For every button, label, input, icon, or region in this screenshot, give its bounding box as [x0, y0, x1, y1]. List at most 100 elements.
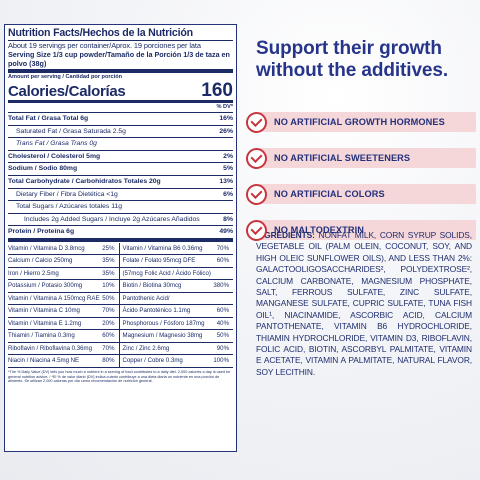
vitamin-name: Vitamin / Vitamina B6 0.36mg: [122, 244, 203, 252]
vitamin-row: Vitamin / Vitamina D 3.8mcg 25% Vitamin / …: [8, 242, 234, 256]
vitamin-cell: (57mcg Folic Acid / Ácido Fólico): [123, 268, 234, 280]
vitamin-cell: Magnesium / Magnesio 38mg 50%: [123, 330, 234, 342]
vitamin-cell: Ácido Pantoténico 1.1mg 60%: [123, 305, 234, 317]
nutrient-row: Trans Fat / Grasa Trans 0g: [8, 138, 233, 151]
vitamin-cell: Pantothenic Acid/: [123, 293, 234, 305]
check-circle-icon: [246, 111, 267, 133]
claim-no-artificial-sweeteners: NO ARTIFICIAL SWEETENERS: [246, 147, 476, 169]
check-circle-icon: [246, 147, 267, 169]
vitamin-name: Niacin / Niacina 4.5mg NE: [8, 357, 80, 365]
claim-pill: [258, 220, 476, 240]
servings-per-container: About 19 servings per container/Aprox. 1…: [8, 41, 201, 50]
vitamin-dv: 35%: [102, 269, 115, 277]
vitamin-cell: Potassium / Potasio 300mg 10%: [8, 280, 120, 292]
nutrient-label: Total Sugars / Azúcares totales 11g: [16, 203, 123, 211]
nutrient-dv: 49%: [219, 228, 233, 236]
vitamin-cell: Biotin / Biotina 30mcg 380%: [123, 280, 234, 292]
claim-label: NO ARTIFICIAL GROWTH HORMONES: [274, 117, 445, 127]
nutrient-dv: 5%: [223, 165, 233, 173]
claim-label: NO ARTIFICIAL COLORS: [274, 189, 385, 199]
vitamin-cell: Folate / Folato 95mcg DFE 60%: [123, 255, 234, 267]
nutrition-facts-label: Nutrition Facts/Hechos de la Nutrición A…: [4, 24, 237, 452]
vitamin-dv: 35%: [102, 257, 115, 265]
nutrient-dv: 2%: [223, 152, 233, 160]
nutrient-label: Sodium / Sodio 80mg: [8, 165, 78, 173]
footnote: *The % Daily Value (DV) tells you how mu…: [8, 369, 231, 384]
vitamin-name: Copper / Cobre 0.3mg: [122, 357, 183, 365]
vitamin-name: Pantothenic Acid/: [122, 294, 170, 302]
vitamin-cell: Riboflavin / Riboflavina 0.36mg 70%: [8, 342, 120, 355]
vitamin-dv: 70%: [102, 344, 115, 352]
vitamin-dv: 60%: [216, 307, 229, 315]
nutrient-dv: 16%: [219, 115, 233, 122]
daily-value-header: % DV*: [8, 103, 233, 113]
vitamin-name: Iron / Hierro 2.5mg: [8, 269, 59, 277]
vitamin-dv: 80%: [102, 357, 115, 365]
vitamin-cell: Vitamin / Vitamina C 10mg 70%: [8, 305, 120, 317]
vitamin-cell: Zinc / Zinc 2.6mg 90%: [123, 343, 234, 355]
vitamin-name: Ácido Pantoténico 1.1mg: [122, 307, 191, 315]
calories-row: Calories/Calorías 160: [8, 81, 233, 103]
vitamin-dv: 50%: [216, 332, 229, 340]
vitamin-dv: 10%: [102, 282, 115, 290]
vitamin-cell: Thiamin / Tiamina 0.3mg 60%: [8, 330, 120, 342]
vitamin-table: Vitamin / Vitamina D 3.8mcg 25% Vitamin / …: [8, 242, 234, 368]
nutrient-row: Dietary Fiber / Fibra Dietética <1g 6%: [8, 189, 233, 202]
claim-label: NO MALTODEXTRIN: [274, 225, 364, 235]
nutrient-row: Saturated Fat / Grasa Saturada 2.5g 26%: [8, 126, 233, 139]
vitamin-dv: 40%: [216, 319, 229, 327]
nutrient-row: Total Fat / Grasa Total 6g 16%: [8, 113, 233, 126]
claim-pill: [258, 112, 476, 132]
vitamin-dv: 60%: [102, 332, 115, 340]
vitamin-cell: Niacin / Niacina 4.5mg NE 80%: [8, 355, 120, 367]
vitamin-dv: 50%: [102, 294, 115, 302]
vitamin-name: Vitamin / Vitamina D 3.8mcg: [8, 244, 85, 252]
nutrient-label: Includes 2g Added Sugars / Incluye 2g Az…: [24, 215, 200, 223]
vitamin-cell: Vitamin / Vitamina B6 0.36mg 70%: [123, 243, 234, 255]
calories-value: 160: [201, 80, 233, 101]
nutrient-list: Total Fat / Grasa Total 6g 16% Saturated F…: [8, 113, 233, 242]
vitamin-name: Phosphorous / Fósforo 187mg: [122, 319, 205, 327]
vitamin-dv: 380%: [213, 282, 229, 290]
headline: Support their growth without the additiv…: [256, 38, 449, 81]
check-circle-icon: [246, 183, 267, 205]
claim-pill: [258, 148, 476, 168]
vitamin-name: Vitamin / Vitamina E 1.2mg: [8, 319, 82, 327]
vitamin-cell: Iron / Hierro 2.5mg 35%: [8, 267, 120, 280]
vitamin-dv: 100%: [213, 357, 229, 365]
vitamin-name: (57mcg Folic Acid / Ácido Fólico): [122, 269, 211, 277]
calories-label: Calories/Calorías: [8, 83, 126, 100]
nutrient-dv: 13%: [219, 177, 233, 185]
vitamin-name: Potassium / Potasio 300mg: [8, 282, 83, 290]
nutrient-label: Cholesterol / Colesterol 5mg: [8, 152, 101, 160]
vitamin-cell: Vitamin / Vitamina D 3.8mcg 25%: [8, 242, 120, 255]
amount-per-serving: Amount per serving / Cantidad por porció…: [8, 74, 123, 80]
nutrient-row: Protein / Proteína 6g 49%: [8, 226, 233, 242]
vitamin-dv: 70%: [216, 244, 229, 252]
vitamin-row: Niacin / Niacina 4.5mg NE 80% Copper / Cob…: [8, 355, 233, 368]
vitamin-name: Folate / Folato 95mcg DFE: [122, 257, 196, 265]
nutrient-row: Total Carbohydrate / Carbohidratos Total…: [8, 176, 233, 189]
vitamin-row: Iron / Hierro 2.5mg 35% (57mcg Folic Acid …: [8, 267, 234, 281]
vitamin-dv: 20%: [102, 319, 115, 327]
claim-no-growth-hormones: NO ARTIFICIAL GROWTH HORMONES: [246, 111, 476, 133]
vitamin-name: Thiamin / Tiamina 0.3mg: [8, 332, 75, 340]
vitamin-dv: 60%: [216, 257, 229, 265]
vitamin-row: Vitamin / Vitamina A 150mcg RAE 50% Pantot…: [8, 292, 234, 306]
vitamin-name: Zinc / Zinc 2.6mg: [122, 344, 170, 352]
vitamin-row: Potassium / Potasio 300mg 10% Biotin / Bio…: [8, 280, 233, 293]
vitamin-name: Biotin / Biotina 30mcg: [122, 282, 182, 290]
vitamin-row: Calcium / Calcio 250mg 35% Folate / Folato…: [8, 255, 233, 268]
nutrient-label: Protein / Proteína 6g: [8, 228, 75, 236]
label-title: Nutrition Facts/Hechos de la Nutrición: [8, 27, 233, 41]
ingredients-text: NONFAT MILK, CORN SYRUP SOLIDS, VEGETABL…: [256, 230, 472, 377]
nutrient-label: Saturated Fat / Grasa Saturada 2.5g: [16, 127, 126, 135]
nutrient-label: Total Carbohydrate / Carbohidratos Total…: [8, 177, 161, 185]
vitamin-cell: Vitamin / Vitamina A 150mcg RAE 50%: [8, 292, 120, 305]
nutrient-row: Total Sugars / Azúcares totales 11g: [8, 201, 233, 214]
nutrient-row: Cholesterol / Colesterol 5mg 2%: [8, 151, 233, 164]
vitamin-cell: Copper / Cobre 0.3mg 100%: [123, 355, 234, 367]
vitamin-name: Vitamin / Vitamina A 150mcg RAE: [8, 294, 100, 302]
nutrient-dv: 8%: [223, 215, 233, 223]
nutrient-dv: 26%: [219, 127, 233, 135]
